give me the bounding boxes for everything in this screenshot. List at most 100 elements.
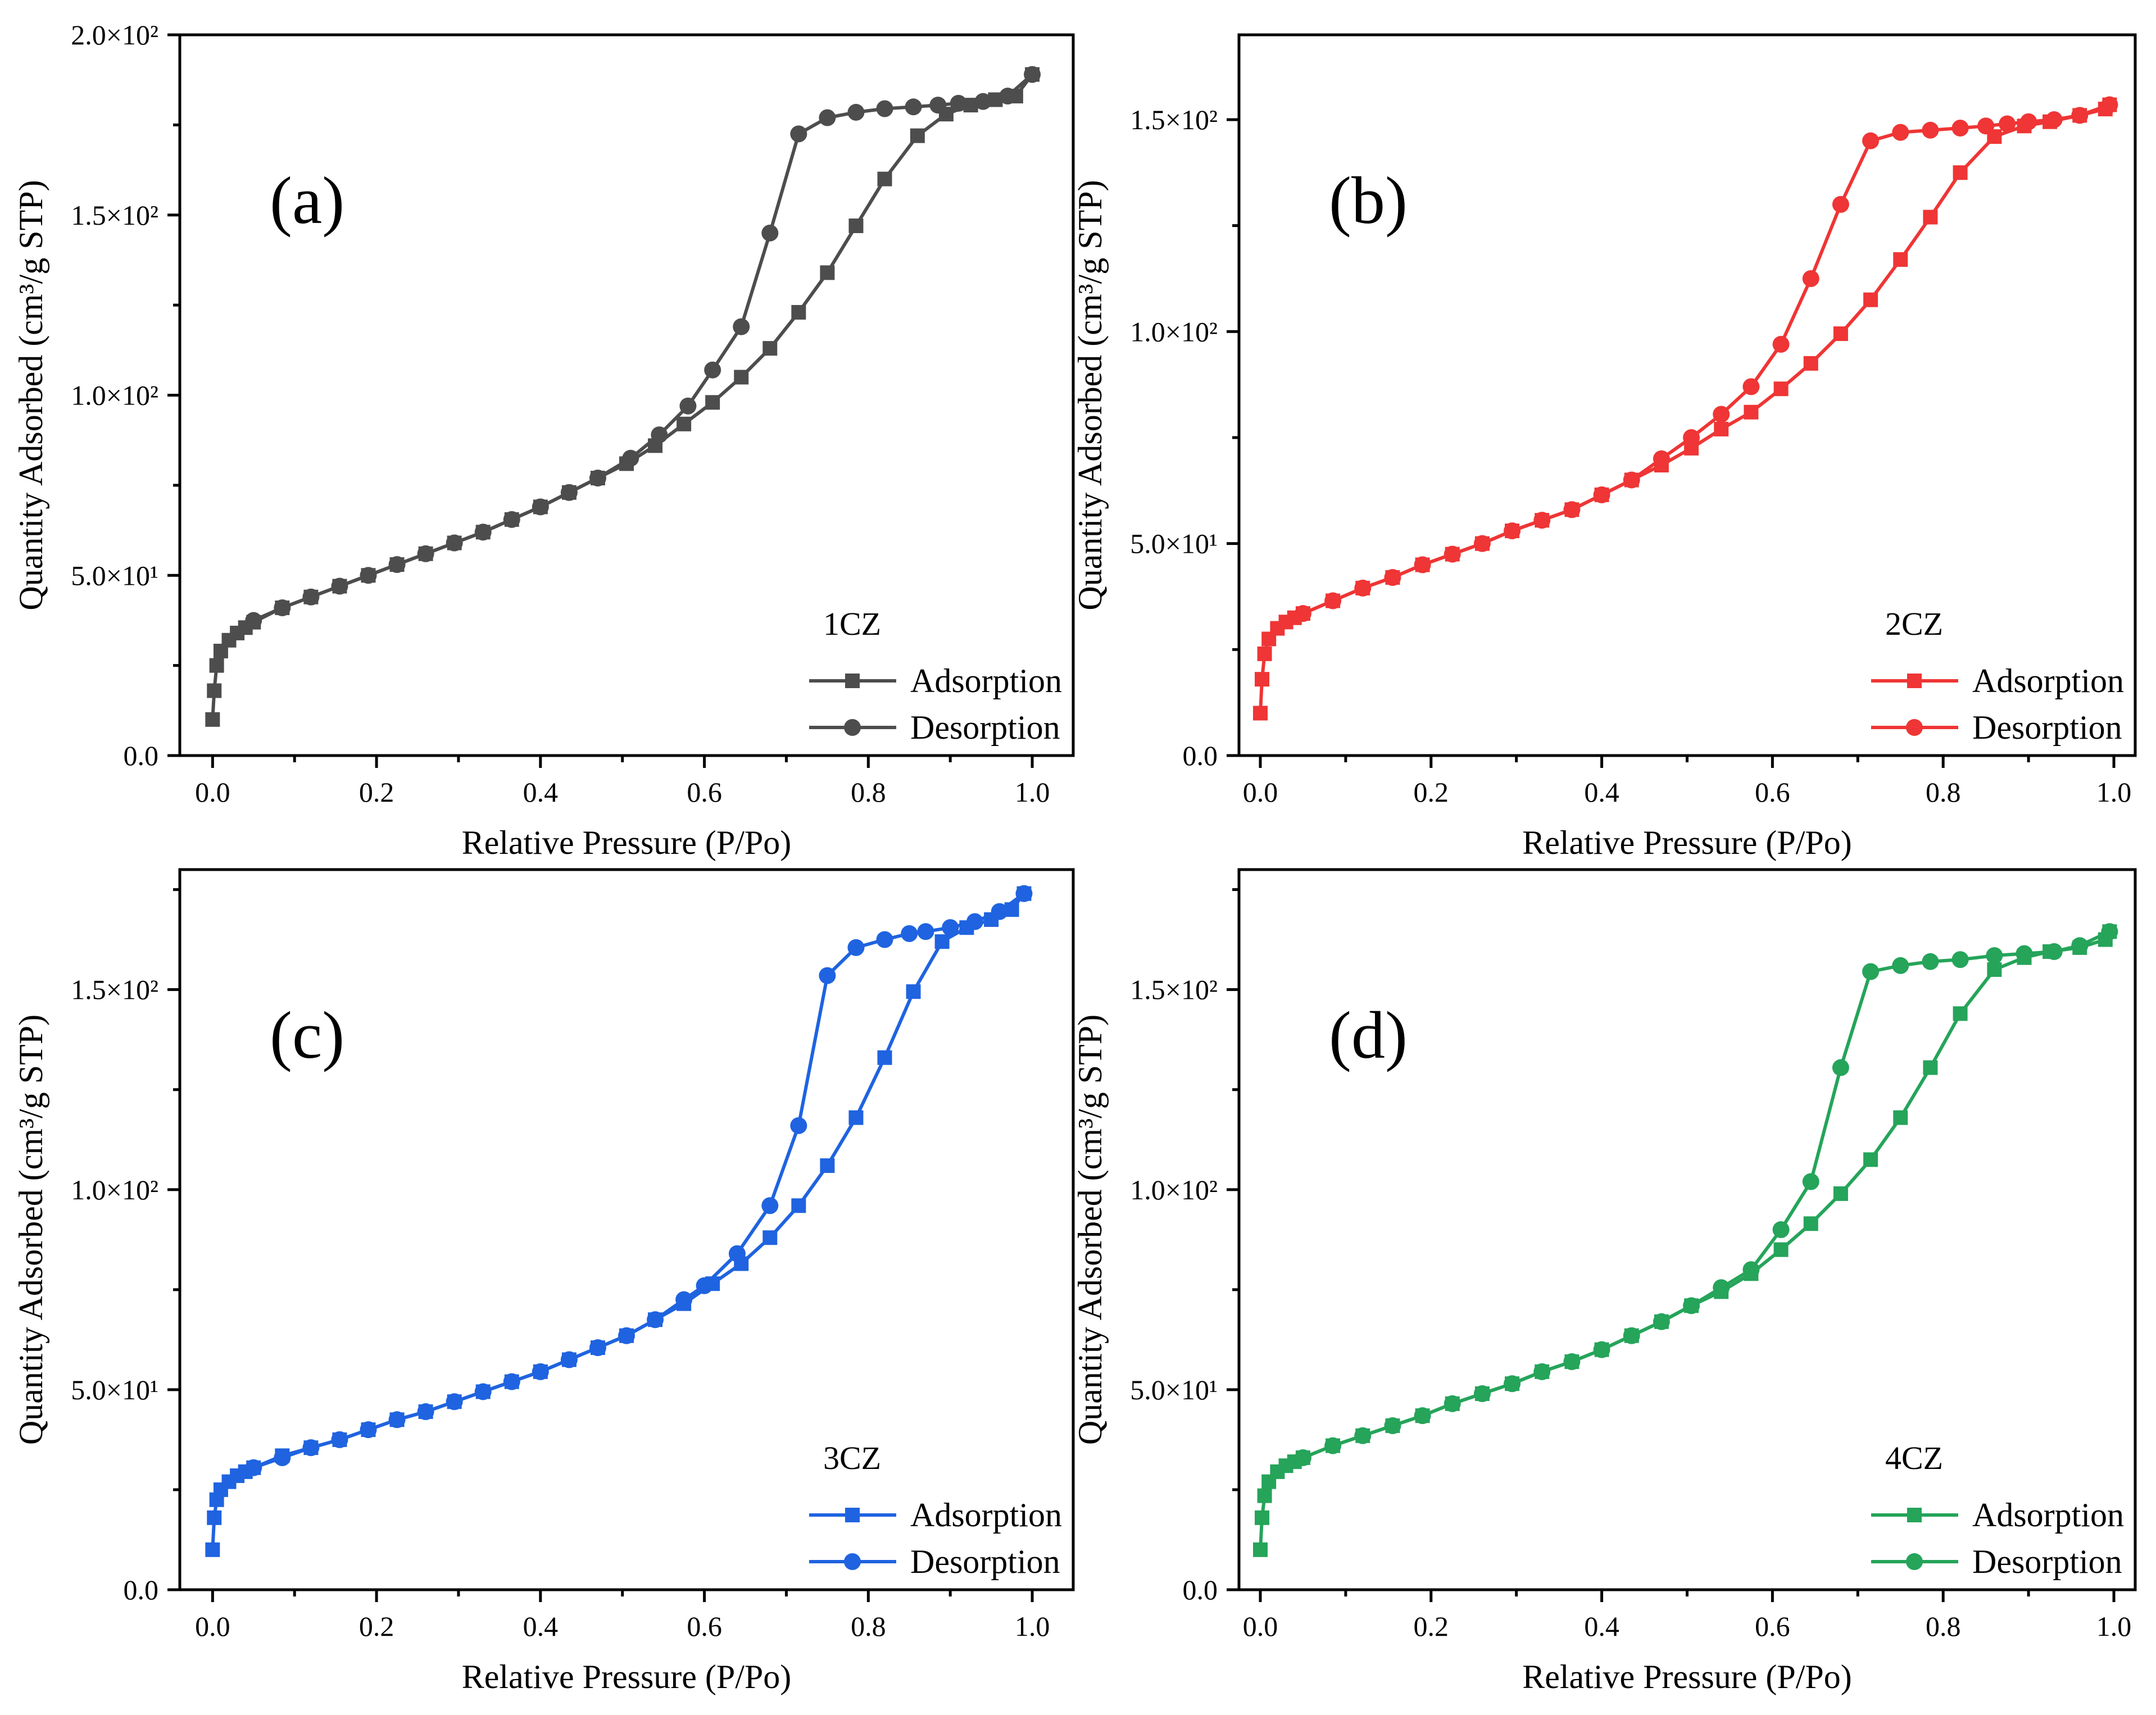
circle-data-point — [1623, 1327, 1640, 1344]
circle-data-point — [360, 567, 377, 584]
circle-data-point — [1473, 1385, 1491, 1403]
circle-data-point — [331, 577, 348, 595]
circle-data-point — [1444, 1395, 1461, 1412]
x-tick-label: 0.4 — [1584, 1611, 1619, 1642]
circle-data-point — [1742, 1261, 1760, 1279]
y-tick-label: 0.0 — [124, 1574, 159, 1605]
circle-data-point — [1024, 66, 1041, 83]
square-data-point — [1893, 1110, 1908, 1125]
square-data-point — [705, 395, 720, 410]
square-data-point — [1987, 962, 2002, 977]
circle-data-point — [647, 1311, 664, 1329]
legend-entry-label: Desorption — [910, 1543, 1060, 1580]
circle-data-point — [1802, 270, 1819, 287]
legend-square-marker — [1907, 674, 1922, 688]
x-tick-label: 1.0 — [2096, 1611, 2132, 1642]
y-tick-label: 5.0×10¹ — [71, 1374, 158, 1405]
square-data-point — [877, 171, 892, 186]
chart-panel-b: 0.0 0.2 0.4 0.6 0.8 1.0 0.0 5.0×10¹ 1.0×10² 1.5×1… — [1072, 33, 2137, 861]
series-desorption — [1294, 96, 2118, 622]
square-data-point — [1953, 1006, 1968, 1021]
square-data-point — [877, 1050, 892, 1065]
circle-data-point — [876, 100, 893, 117]
circle-data-point — [1533, 512, 1551, 529]
square-data-point — [910, 128, 925, 143]
circle-data-point — [1444, 545, 1461, 563]
square-data-point — [1923, 1060, 1938, 1075]
circle-data-point — [1922, 953, 1939, 970]
series-desorption — [1294, 923, 2118, 1466]
legend-circle-marker — [844, 719, 861, 736]
circle-data-point — [2045, 111, 2063, 128]
legend-title: 1CZ — [823, 606, 881, 642]
legend-title: 4CZ — [1885, 1440, 1943, 1476]
square-data-point — [205, 1542, 220, 1557]
x-axis-title: Relative Pressure (P/Po) — [1522, 824, 1852, 861]
circle-data-point — [1772, 1221, 1790, 1238]
square-data-point — [820, 1158, 835, 1173]
circle-data-point — [474, 524, 492, 541]
square-data-point — [1803, 356, 1818, 371]
square-data-point — [1252, 1542, 1268, 1557]
circle-data-point — [1832, 1059, 1849, 1076]
legend-entry-label: Desorption — [1972, 709, 2122, 746]
square-data-point — [906, 984, 921, 999]
circle-data-point — [950, 94, 967, 112]
square-data-point — [734, 370, 749, 385]
y-tick-label: 5.0×10¹ — [1130, 1374, 1218, 1405]
circle-data-point — [1015, 885, 1033, 902]
y-tick-label: 1.0×10² — [71, 1174, 158, 1205]
square-data-point — [1893, 252, 1908, 267]
circle-data-point — [704, 361, 721, 379]
x-tick-label: 0.6 — [1755, 776, 1790, 808]
panel-label: (c) — [270, 998, 344, 1072]
square-data-point — [848, 1110, 864, 1125]
square-data-point — [1923, 210, 1938, 225]
y-axis-title: Quantity Adsorbed (cm³/g STP) — [12, 180, 49, 610]
y-tick-label: 1.5×10² — [71, 199, 158, 231]
square-data-point — [848, 218, 864, 233]
x-tick-label: 0.6 — [687, 1611, 722, 1642]
circle-data-point — [1683, 429, 1700, 446]
circle-data-point — [1653, 450, 1670, 467]
square-data-point — [1773, 1242, 1789, 1257]
square-data-point — [1744, 404, 1759, 420]
legend-entry-label: Adsorption — [1972, 1496, 2124, 1534]
legend-square-marker — [845, 1508, 860, 1522]
circle-data-point — [1977, 117, 1995, 135]
square-data-point — [762, 1230, 778, 1245]
circle-data-point — [733, 318, 750, 335]
legend-circle-marker — [1906, 719, 1923, 736]
legend-square-marker — [845, 674, 860, 688]
x-tick-label: 0.8 — [1926, 1611, 1961, 1642]
chart-panel-d: 0.0 0.2 0.4 0.6 0.8 1.0 0.0 5.0×10¹ 1.0×10² 1.5×1… — [1072, 868, 2137, 1695]
series-line-desorption — [1302, 930, 2110, 1459]
legend-circle-marker — [844, 1553, 861, 1570]
y-axis-title: Quantity Adsorbed (cm³/g STP) — [1072, 180, 1109, 610]
x-tick-label: 0.6 — [1755, 1611, 1790, 1642]
square-data-point — [791, 304, 806, 320]
circle-data-point — [1862, 132, 1880, 149]
circle-data-point — [901, 925, 918, 942]
circle-data-point — [503, 511, 520, 528]
circle-data-point — [876, 931, 893, 948]
circle-data-point — [388, 1411, 406, 1429]
square-data-point — [207, 1510, 222, 1525]
circle-data-point — [761, 1197, 779, 1214]
legend-title: 2CZ — [1885, 606, 1943, 642]
circle-data-point — [974, 93, 992, 110]
circle-data-point — [819, 109, 836, 126]
square-data-point — [1773, 381, 1789, 397]
x-tick-label: 0.6 — [687, 776, 722, 808]
panel-label: (d) — [1329, 998, 1408, 1072]
circle-data-point — [929, 97, 947, 114]
square-data-point — [1252, 706, 1268, 721]
circle-data-point — [474, 1383, 492, 1400]
x-tick-label: 1.0 — [2096, 776, 2132, 808]
circle-data-point — [819, 967, 836, 984]
legend-entry-label: Adsorption — [910, 662, 1062, 699]
circle-data-point — [1742, 378, 1760, 395]
square-data-point — [820, 265, 835, 280]
series-desorption — [245, 885, 1033, 1476]
